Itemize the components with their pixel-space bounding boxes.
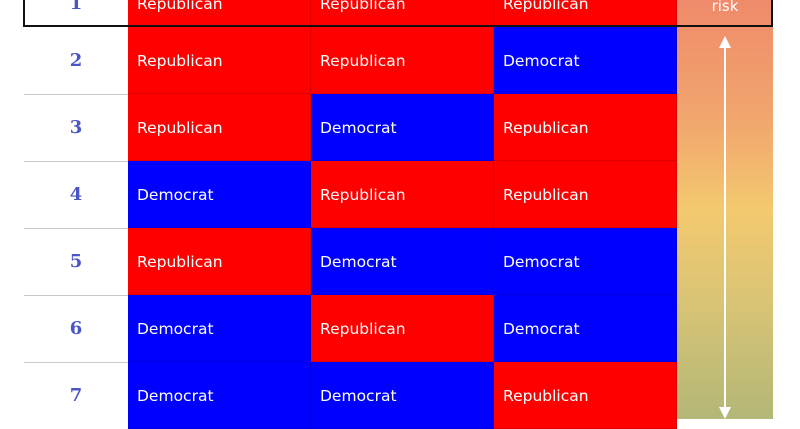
table-cell: Republican [311, 295, 494, 362]
row-number: 5 [69, 251, 83, 272]
row-divider [24, 161, 128, 162]
risk-label: risk [711, 0, 739, 15]
table-cell: Republican [128, 94, 311, 161]
table-cell: Republican [128, 27, 311, 94]
row-number: 6 [69, 318, 83, 339]
row-number: 1 [69, 0, 83, 14]
row-divider [24, 362, 128, 363]
table-cell: Democrat [128, 161, 311, 228]
table-cell: Democrat [128, 295, 311, 362]
table-cell: Republican [311, 161, 494, 228]
table-cell: Republican [311, 0, 494, 27]
double-arrow-icon [719, 36, 731, 419]
table-cell: Republican [128, 228, 311, 295]
table-cell: Democrat [311, 228, 494, 295]
row-number: 7 [69, 385, 83, 406]
row-number: 2 [69, 50, 83, 71]
table-cell: Democrat [311, 362, 494, 429]
table-cell: Democrat [494, 27, 677, 94]
table-cell: Republican [494, 161, 677, 228]
table-cell: Republican [494, 94, 677, 161]
row-number: 3 [69, 117, 83, 138]
table-cell: Democrat [494, 295, 677, 362]
table-cell: Republican [494, 362, 677, 429]
row-divider [24, 228, 128, 229]
row-number: 4 [69, 184, 83, 205]
table-cell: Republican [128, 0, 311, 27]
table-cell: Democrat [311, 94, 494, 161]
table-cell: Republican [311, 27, 494, 94]
table-cell: Republican [494, 0, 677, 27]
row-divider [24, 94, 128, 95]
row-divider [24, 295, 128, 296]
table-cell: Democrat [128, 362, 311, 429]
table-cell: Democrat [494, 228, 677, 295]
